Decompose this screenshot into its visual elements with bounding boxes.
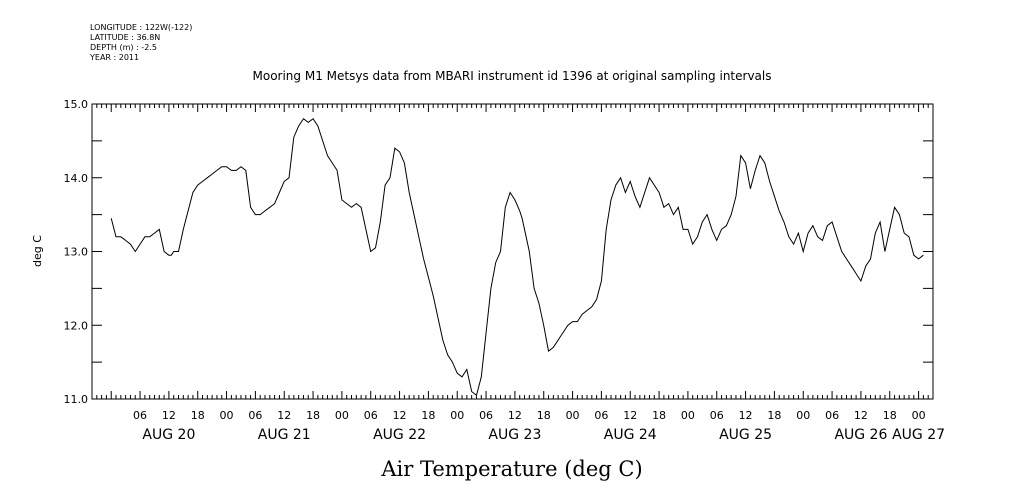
x-tick-label: 18 xyxy=(652,409,666,422)
y-axis-label: deg C xyxy=(31,235,44,267)
x-tick-label: 18 xyxy=(191,409,205,422)
x-axis-title: Air Temperature (deg C) xyxy=(380,457,642,481)
date-label: AUG 20 xyxy=(142,427,195,443)
date-label: AUG 21 xyxy=(258,427,311,443)
y-tick-label: 11.0 xyxy=(64,393,89,406)
x-tick-label: 00 xyxy=(450,409,464,422)
meta-longitude: LONGITUDE : 122W(-122) xyxy=(90,23,192,32)
x-tick-label: 18 xyxy=(883,409,897,422)
plot-frame xyxy=(91,103,934,400)
date-labels: AUG 20 AUG 21 AUG 22 AUG 23 AUG 24 AUG 25 AUG … xyxy=(142,427,945,443)
x-tick-label: 12 xyxy=(162,409,176,422)
meta-year: YEAR : 2011 xyxy=(89,53,139,62)
y-tick-label: 12.0 xyxy=(64,319,89,332)
x-tick-label: 12 xyxy=(508,409,522,422)
x-tick-label: 00 xyxy=(220,409,234,422)
y-tick-label: 13.0 xyxy=(64,246,89,259)
x-tick-label: 06 xyxy=(710,409,724,422)
date-label: AUG 23 xyxy=(488,427,541,443)
x-tick-label: 00 xyxy=(912,409,926,422)
x-tick-label: 06 xyxy=(248,409,262,422)
x-tick-label: 06 xyxy=(479,409,493,422)
x-tick-label: 06 xyxy=(825,409,839,422)
x-tick-label: 12 xyxy=(393,409,407,422)
x-tick-label: 18 xyxy=(421,409,435,422)
date-label: AUG 24 xyxy=(604,427,657,443)
x-tick-label: 06 xyxy=(133,409,147,422)
series-line-air-temperature xyxy=(110,117,924,397)
x-tick-label: 12 xyxy=(854,409,868,422)
axis-ticks xyxy=(91,103,934,400)
x-tick-label: 00 xyxy=(335,409,349,422)
x-tick-label: 06 xyxy=(364,409,378,422)
y-tick-labels: 11.0 12.0 13.0 14.0 15.0 xyxy=(64,98,89,406)
date-label: AUG 22 xyxy=(373,427,426,443)
x-tick-label: 00 xyxy=(796,409,810,422)
x-tick-label: 18 xyxy=(537,409,551,422)
x-tick-label: 06 xyxy=(594,409,608,422)
x-tick-label: 00 xyxy=(681,409,695,422)
x-tick-label: 18 xyxy=(767,409,781,422)
meta-depth: DEPTH (m) : -2.5 xyxy=(90,43,157,52)
date-label: AUG 27 xyxy=(892,427,945,443)
x-tick-label: 12 xyxy=(739,409,753,422)
chart-title: Mooring M1 Metsys data from MBARI instru… xyxy=(253,69,772,83)
date-label: AUG 26 xyxy=(834,427,887,443)
x-tick-label: 00 xyxy=(566,409,580,422)
x-tick-labels: 06 12 18 00 06 12 18 00 06 12 18 00 06 12 18 00 06 12 18 00… xyxy=(133,409,926,422)
meta-latitude: LATITUDE : 36.8N xyxy=(90,33,160,42)
x-tick-label: 18 xyxy=(306,409,320,422)
y-tick-label: 14.0 xyxy=(64,172,89,185)
x-tick-label: 12 xyxy=(623,409,637,422)
date-label: AUG 25 xyxy=(719,427,772,443)
x-tick-label: 12 xyxy=(277,409,291,422)
y-tick-label: 15.0 xyxy=(64,98,89,111)
